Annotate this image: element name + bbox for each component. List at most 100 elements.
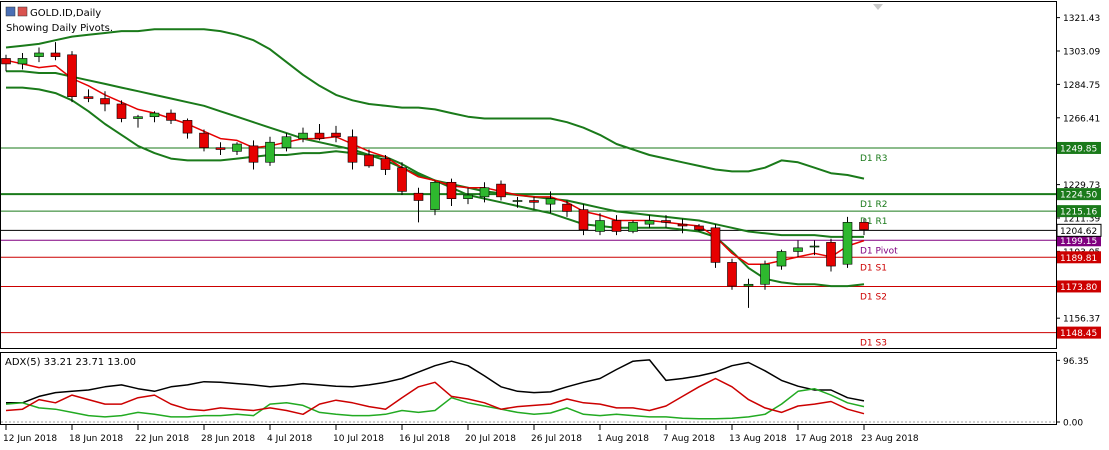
pivot-label-3: D1 Pivot (860, 246, 898, 256)
candle-body-20 (331, 132, 341, 138)
candle-body-10 (166, 112, 176, 121)
candle-body-30 (496, 183, 506, 198)
price-tick-label-1: 1303.09 (1063, 48, 1100, 58)
adx-indicator: 96.35 0.00 (1, 357, 1089, 429)
candle-body-28 (463, 194, 473, 199)
candle-body-0 (1, 58, 11, 65)
candle-body-44 (727, 262, 737, 287)
date-tick-label-12: 17 Aug 2018 (795, 434, 853, 444)
candle-body-15 (248, 145, 259, 163)
adx-title: ADX(5) 33.21 23.71 13.00 (5, 357, 136, 368)
pivot-tag-bg-5 (1057, 280, 1101, 293)
candle-body-37 (611, 220, 622, 232)
candle-body-47 (776, 251, 787, 267)
adx-tick-label-0: 96.35 (1063, 357, 1089, 367)
candle-body-24 (397, 167, 407, 192)
current-price-tag-bg (1056, 223, 1102, 237)
candle-body-32 (529, 200, 539, 203)
pivot-label-0: D1 R3 (860, 154, 888, 164)
pivot-levels: D1 R3 D1 R2 D1 R1 D1 Pivot D1 S1 D1 S2 D1 S3 (1, 147, 1056, 349)
candle-body-33 (545, 198, 556, 205)
candle-body-26 (430, 181, 440, 210)
pivot-tag-text-0: 1249.85 (1060, 144, 1097, 154)
candle-body-7 (116, 103, 127, 119)
adx-panel-frame (0, 352, 1057, 425)
candle-body-45 (743, 283, 754, 287)
candle-body-18 (298, 132, 308, 139)
bb-upper-line (5, 28, 865, 180)
candle-body-5 (83, 96, 94, 99)
candle-body-21 (347, 136, 358, 163)
candle-body-1 (17, 58, 28, 65)
scroll-marker-icon[interactable] (873, 4, 883, 10)
date-tick-label-7: 20 Jul 2018 (465, 434, 516, 444)
candle-body-3 (50, 52, 61, 57)
date-tick-label-2: 22 Jun 2018 (135, 434, 189, 444)
price-tick-label-3: 1266.41 (1063, 114, 1100, 124)
candle-body-41 (677, 223, 688, 227)
pivot-label-2: D1 R1 (860, 217, 888, 227)
candle-body-42 (694, 225, 704, 230)
pivot-label-6: D1 S3 (860, 339, 887, 349)
adx-line (6, 359, 865, 404)
candle-body-43 (710, 227, 721, 263)
candle-body-27 (446, 181, 457, 199)
date-tick-label-11: 13 Aug 2018 (729, 434, 787, 444)
date-tick-label-8: 26 Jul 2018 (531, 434, 582, 444)
date-tick-label-10: 7 Aug 2018 (663, 434, 715, 444)
price-tick-label-0: 1321.43 (1063, 14, 1100, 24)
price-tick-label-5: 1211.39 (1063, 214, 1100, 224)
pivot-tag-text-5: 1173.80 (1060, 283, 1097, 293)
minus-di-line (5, 377, 865, 416)
pivot-tag-text-2: 1215.16 (1060, 208, 1097, 218)
candle-body-2 (34, 52, 44, 57)
pivot-tag-bg-3 (1057, 234, 1101, 247)
candle-body-9 (149, 112, 160, 118)
candle-body-34 (562, 203, 572, 212)
pivot-tag-text-3: 1199.15 (1060, 237, 1097, 247)
date-axis: 12 Jun 2018 18 Jun 2018 22 Jun 2018 28 Jun … (3, 425, 919, 444)
adx-tick-label-1: 0.00 (1063, 419, 1083, 429)
main-panel-frame (0, 1, 1057, 349)
candle-body-29 (479, 187, 490, 198)
symbol-icon (5, 6, 16, 17)
candle-body-38 (628, 222, 638, 232)
candle-body-23 (380, 158, 391, 170)
price-tick-label-7: 1156.37 (1063, 315, 1100, 325)
candlesticks (1, 42, 869, 308)
pivot-label-4: D1 S1 (860, 263, 887, 273)
candle-body-39 (644, 220, 655, 225)
candle-body-46 (760, 263, 770, 285)
date-tick-label-9: 1 Aug 2018 (597, 434, 649, 444)
candle-body-22 (364, 154, 374, 167)
date-tick-label-6: 16 Jul 2018 (399, 434, 450, 444)
candle-body-48 (793, 247, 803, 252)
symbol-label: GOLD.ID,Daily (30, 8, 101, 19)
pivot-tag-text-1: 1224.50 (1060, 191, 1097, 201)
pivot-tag-bg-4 (1057, 251, 1101, 264)
candle-body-31 (512, 200, 523, 202)
pivot-tag-text-4: 1189.81 (1060, 254, 1097, 264)
price-tick-label-2: 1284.75 (1063, 81, 1100, 91)
pivot-label-5: D1 S2 (860, 292, 887, 302)
candle-body-40 (661, 220, 671, 223)
date-tick-label-5: 10 Jul 2018 (333, 434, 384, 444)
date-tick-label-1: 18 Jun 2018 (69, 434, 123, 444)
candle-body-6 (100, 98, 110, 105)
pivot-tag-bg-1 (1057, 188, 1101, 201)
window-icon (17, 6, 28, 17)
candle-body-4 (67, 54, 77, 97)
candle-body-52 (859, 222, 869, 230)
candle-body-19 (314, 132, 325, 139)
candle-body-16 (265, 141, 275, 163)
candle-body-25 (413, 192, 424, 201)
pivot-tag-bg-6 (1057, 326, 1101, 339)
pivot-label-1: D1 R2 (860, 200, 888, 210)
price-tags: 1249.85 1224.50 1215.16 1199.15 1189.81 1173.… (1056, 141, 1102, 339)
pivot-tag-text-6: 1148.45 (1060, 329, 1097, 339)
candle-body-49 (809, 245, 820, 248)
price-tick-label-4: 1229.73 (1063, 181, 1100, 191)
current-price-tag-text: 1204.62 (1060, 227, 1097, 237)
